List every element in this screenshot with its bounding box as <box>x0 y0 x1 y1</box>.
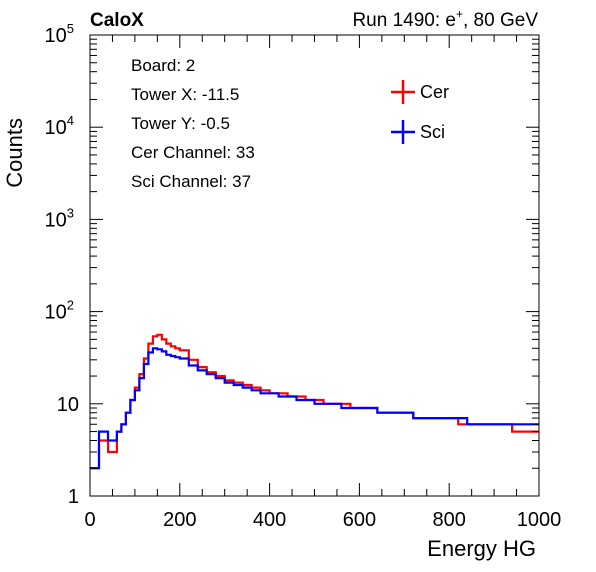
series-layer <box>90 333 539 470</box>
info-line: Sci Channel: 37 <box>131 172 251 191</box>
y-tick-base: 10 <box>57 394 79 416</box>
info-text-box: Board: 2 Tower X: -11.5 Tower Y: -0.5 Cer C… <box>131 56 255 191</box>
y-tick-exponent: 4 <box>67 113 74 128</box>
x-tick-label: 1000 <box>517 509 562 531</box>
x-tick-label: 800 <box>433 509 466 531</box>
info-line: Cer Channel: 33 <box>131 143 255 162</box>
y-tick-exponent: 5 <box>67 21 74 36</box>
y-tick-base: 10 <box>45 302 67 324</box>
plot-frame <box>89 34 540 497</box>
y-tick-base: 10 <box>45 209 67 231</box>
y-tick-label: 104 <box>45 113 74 139</box>
x-tick-label: 400 <box>253 509 286 531</box>
y-axis-title: Counts <box>2 118 27 188</box>
info-line: Tower X: -11.5 <box>131 85 239 104</box>
series-line-sci <box>90 347 539 470</box>
y-tick-base: 10 <box>45 117 67 139</box>
y-tick-label: 10 <box>57 394 79 416</box>
y-tick-base: 1 <box>68 486 79 508</box>
y-tick-exponent: 2 <box>67 298 74 313</box>
header-right-label: Run 1490: e+, 80 GeV <box>352 7 538 31</box>
info-line: Tower Y: -0.5 <box>131 114 230 133</box>
x-tick-label: 600 <box>343 509 376 531</box>
x-tick-label: 200 <box>163 509 196 531</box>
y-tick-base: 10 <box>45 25 67 47</box>
legend: Cer Sci <box>391 80 449 144</box>
header-left-label: CaloX <box>90 10 144 31</box>
y-tick-label: 105 <box>45 21 74 47</box>
y-tick-label: 102 <box>45 298 74 324</box>
x-axis-ticks: 0 200 400 600 800 1000 <box>84 35 561 531</box>
y-tick-label: 1 <box>68 486 79 508</box>
info-line: Board: 2 <box>131 56 195 75</box>
x-tick-label: 0 <box>84 509 95 531</box>
header-right-prefix: Run 1490: e <box>352 10 456 31</box>
y-tick-exponent: 3 <box>67 205 74 220</box>
legend-label-cer: Cer <box>420 82 449 102</box>
x-axis-title: Energy HG <box>427 536 536 561</box>
legend-label-sci: Sci <box>420 122 445 142</box>
y-tick-label: 103 <box>45 205 74 231</box>
header-right-sup: + <box>456 7 463 21</box>
header-right-suffix: , 80 GeV <box>463 10 538 31</box>
